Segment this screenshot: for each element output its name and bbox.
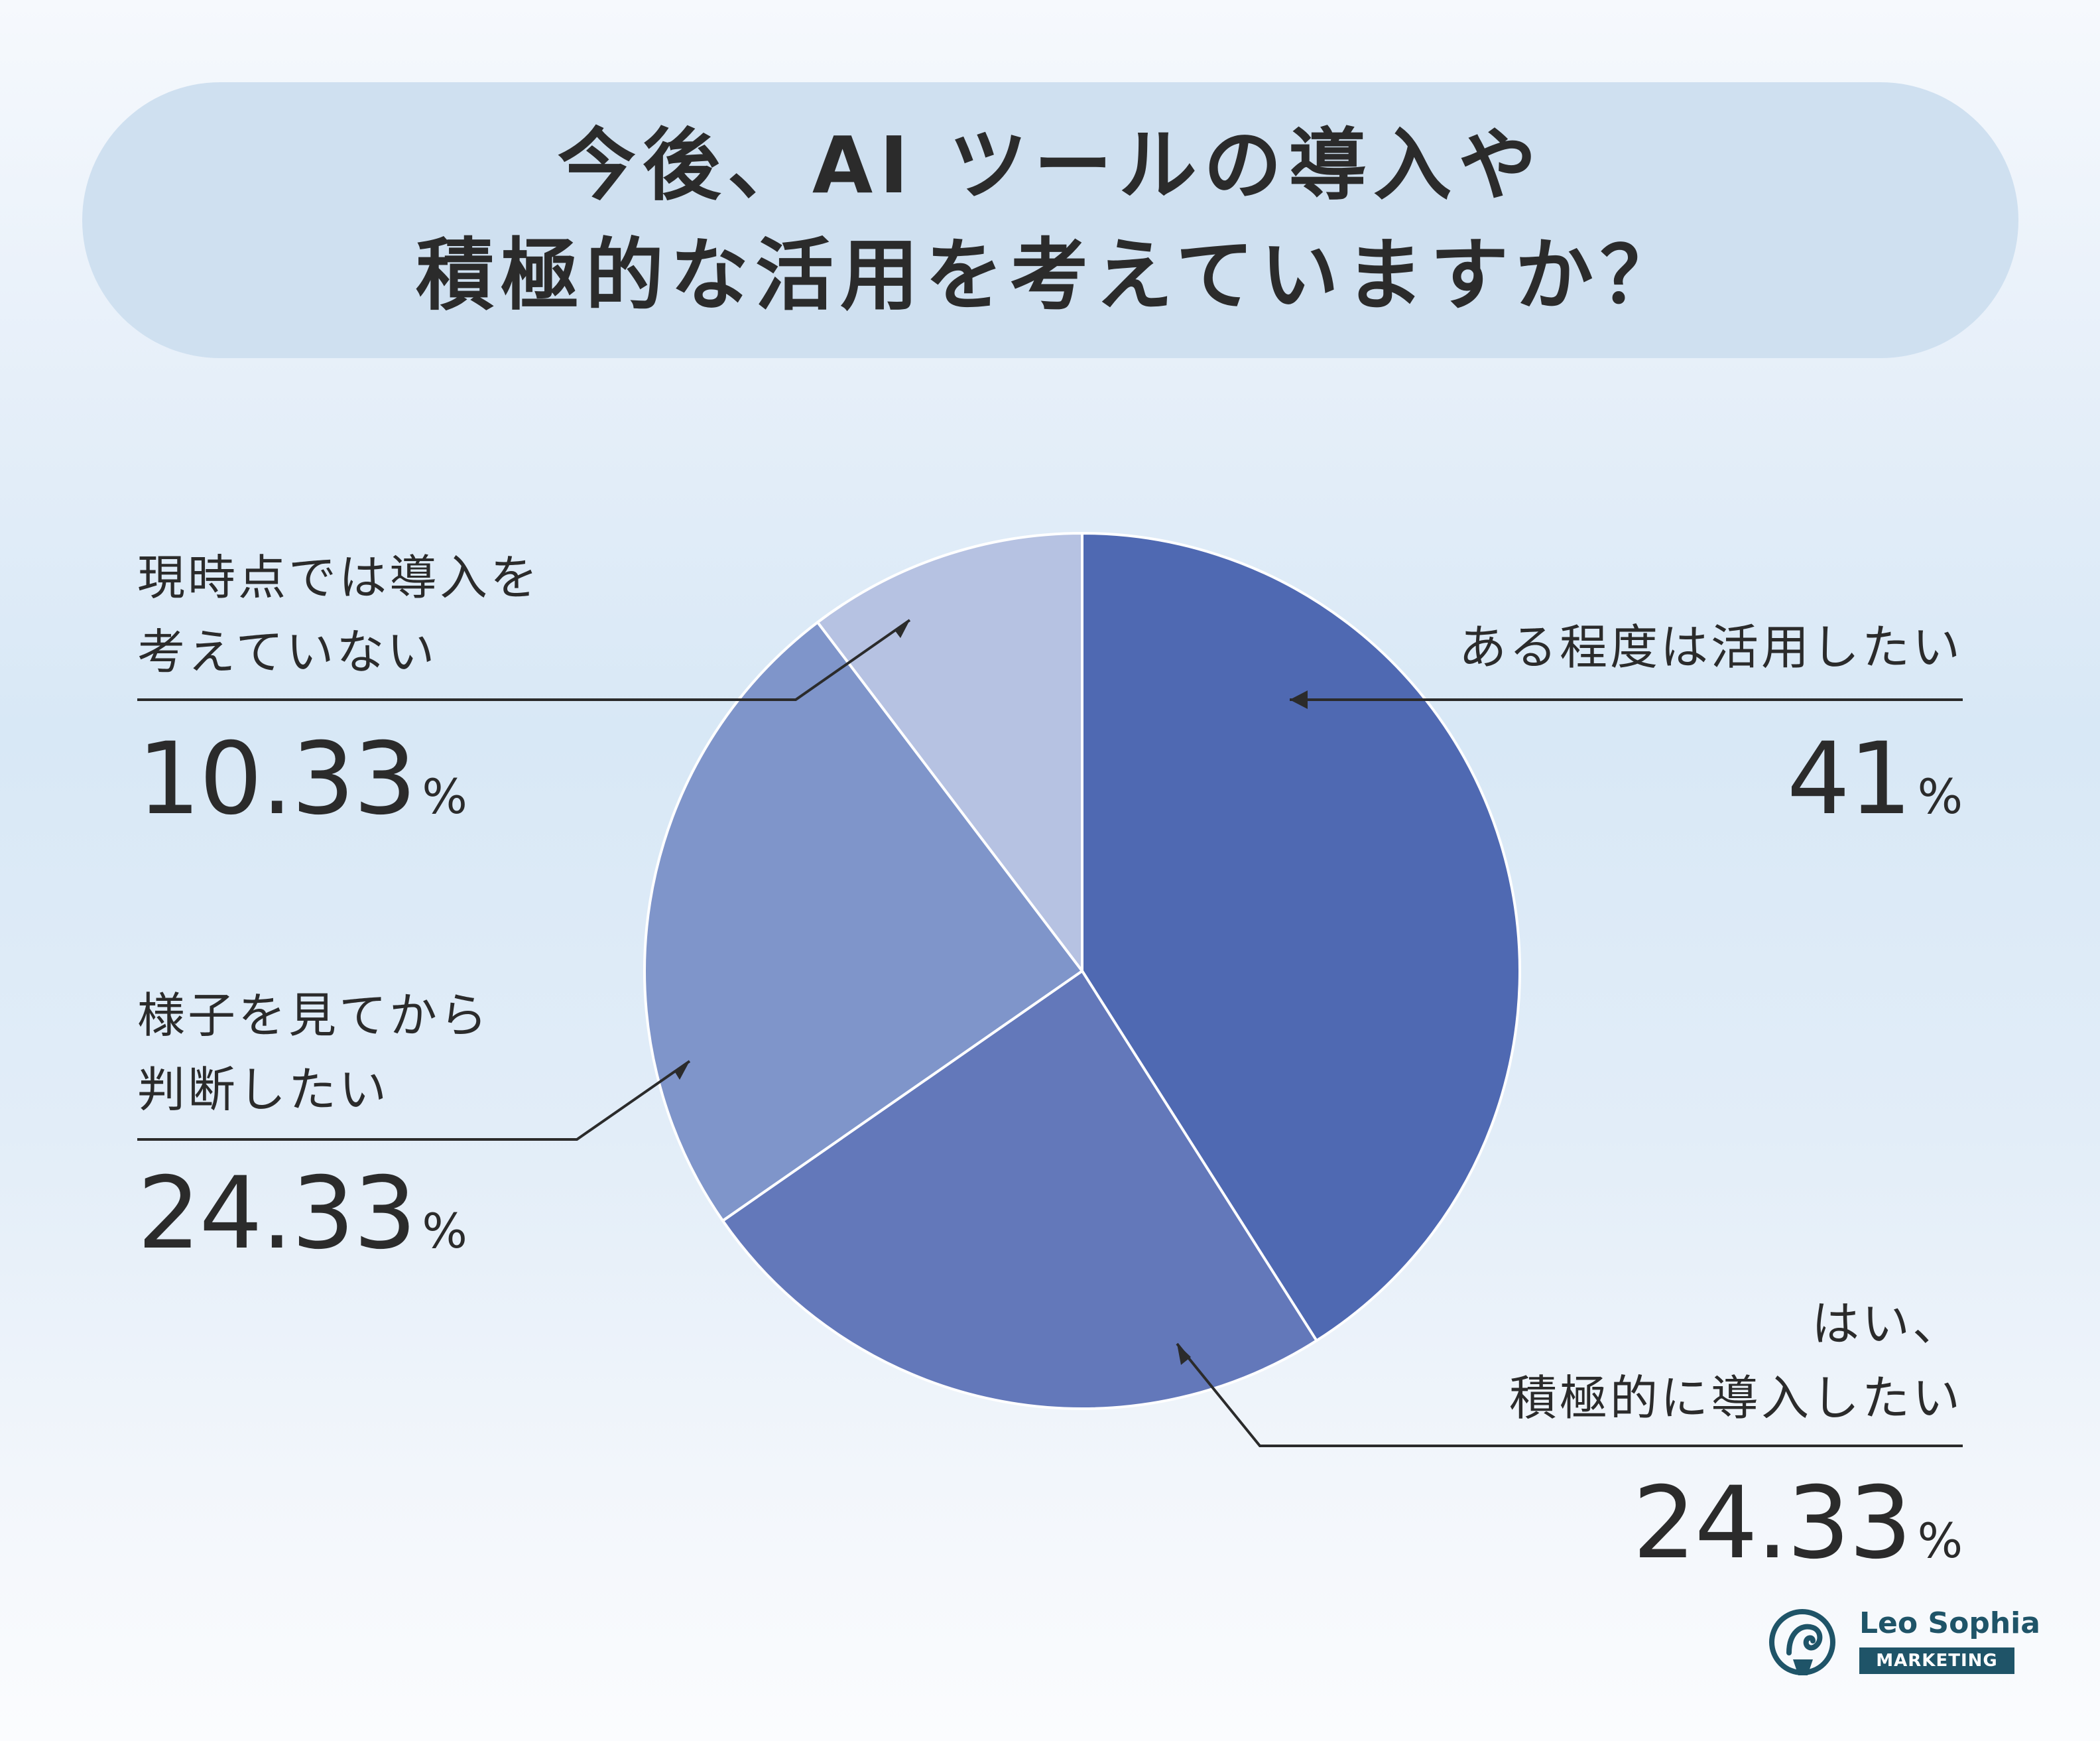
title-banner: 今後、AI ツールの導入や 積極的な活用を考えていますか？: [82, 82, 2018, 358]
brand-logo: Leo Sophia MARKETING: [1766, 1604, 2040, 1690]
value-block-yes: 24.33%: [1392, 1467, 1963, 1597]
logo-name: Leo Sophia: [1859, 1606, 2040, 1640]
arrowhead-yes: [1177, 1344, 1191, 1365]
leader-line-yes: [1176, 1342, 1963, 1447]
slice-value-yes: 24.33%: [1633, 1466, 1963, 1581]
value-block-no: 10.33%: [137, 723, 668, 853]
label-block-no: 現時点では導入を 考えていない: [137, 541, 668, 689]
slice-label-no-2: 考えていない: [137, 624, 438, 680]
logo-sub: MARKETING: [1859, 1647, 2014, 1674]
leader-lines: [137, 619, 1963, 1447]
slice-value-no: 10.33%: [137, 722, 467, 837]
pie-slice-yes: [721, 970, 1318, 1410]
label-block-wait: 様子を見てから 判断したい: [137, 978, 668, 1127]
leader-line-wait: [137, 1060, 691, 1141]
pie-slice-some: [1081, 532, 1521, 1342]
label-block-yes: はい、 積極的に導入したい: [1392, 1287, 1963, 1435]
slice-label-wait-1: 様子を見てから: [137, 988, 491, 1043]
slice-label-yes-2: 積極的に導入したい: [1509, 1370, 1963, 1426]
arrowhead-some: [1290, 690, 1308, 709]
label-block-some: ある程度は活用したい: [1392, 610, 1963, 684]
slice-value-some: 41%: [1786, 722, 1963, 837]
pie-slice-wait: [643, 621, 1083, 1222]
slice-value-wait: 24.33%: [137, 1156, 467, 1271]
pie-slice-no: [816, 532, 1083, 972]
slice-label-wait-2: 判断したい: [137, 1062, 390, 1118]
slice-label-no-1: 現時点では導入を: [137, 550, 541, 606]
leader-line-no: [137, 619, 911, 701]
chart-title-line-1: 今後、AI ツールの導入や: [557, 119, 1544, 211]
slice-label-yes-1: はい、: [1811, 1296, 1963, 1352]
leader-arrowheads: [674, 620, 1308, 1365]
chart-title-line-2: 積極的な活用を考えていますか？: [415, 229, 1686, 321]
value-block-some: 41%: [1392, 723, 1963, 853]
value-block-wait: 24.33%: [137, 1157, 668, 1287]
arrowhead-wait: [674, 1061, 690, 1080]
slice-label-some: ある程度は活用したい: [1458, 619, 1963, 675]
arrowhead-no: [895, 620, 910, 638]
pie-slices: [643, 532, 1521, 1410]
lion-head-icon: [1769, 1609, 1835, 1675]
